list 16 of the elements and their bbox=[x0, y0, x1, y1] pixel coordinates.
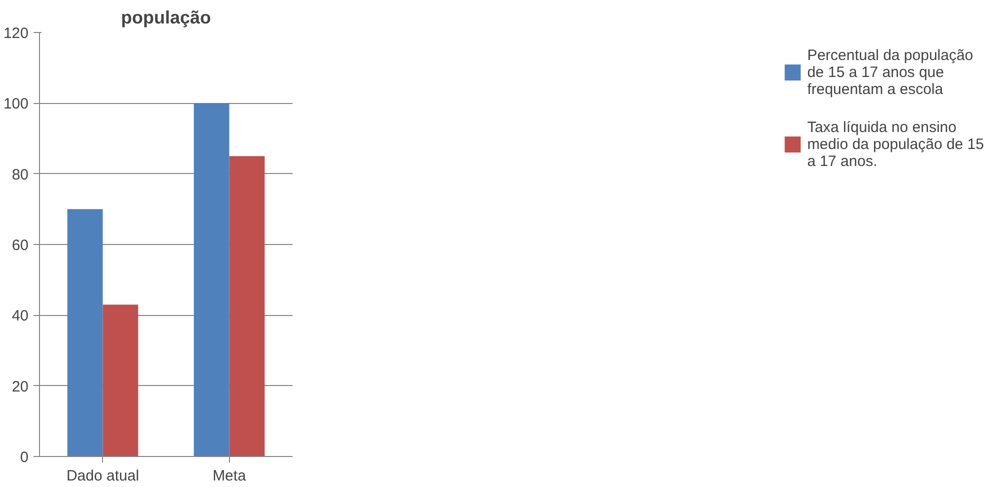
y-tick-label: 100 bbox=[3, 96, 29, 113]
y-tick-label: 60 bbox=[12, 237, 29, 254]
y-tick-label: 120 bbox=[3, 25, 29, 42]
legend-label: Percentual da população de 15 a 17 anos que frequentam a escola bbox=[807, 46, 974, 100]
y-tick-label: 40 bbox=[12, 308, 29, 325]
y-tick-label: 80 bbox=[12, 166, 29, 184]
x-tick-label: Meta bbox=[212, 468, 247, 484]
bar bbox=[67, 209, 103, 456]
bar bbox=[102, 304, 138, 456]
y-tick-label: 0 bbox=[20, 449, 28, 466]
y-tick-label: 20 bbox=[12, 378, 29, 396]
x-tick-label: Dado atual bbox=[66, 468, 140, 484]
bar bbox=[229, 156, 265, 456]
bar bbox=[194, 103, 230, 456]
legend-label: Taxa líquida no ensino medio da população de 15 a 17 anos. bbox=[807, 118, 984, 172]
chart-title: população bbox=[120, 8, 212, 28]
